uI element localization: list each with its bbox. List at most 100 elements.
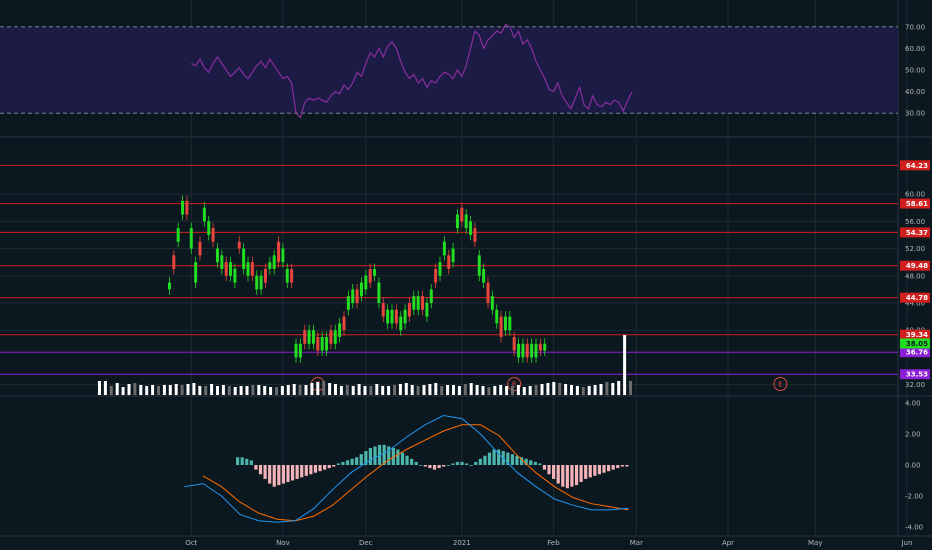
candle-body [237, 241, 241, 249]
volume-bar [286, 385, 290, 395]
volume-bar [216, 386, 219, 395]
volume-bar [404, 383, 408, 395]
candle-body [316, 337, 320, 351]
volume-bar [475, 385, 479, 395]
volume-bar [493, 386, 497, 395]
candle-body [290, 268, 294, 283]
volume-bar [151, 385, 155, 395]
price-tag-label: 64.23 [906, 162, 928, 170]
candle-body [512, 337, 516, 351]
candle-body [390, 309, 394, 324]
candle-body [359, 282, 363, 297]
volume-bar [516, 385, 520, 395]
macd-histogram-bar [593, 465, 597, 476]
candle-body [351, 289, 355, 303]
candle-body [373, 268, 377, 276]
volume-bar [522, 387, 526, 395]
rsi-tick-label: 30.00 [905, 110, 925, 118]
macd-histogram-bar [519, 457, 524, 465]
candle-body [368, 268, 372, 283]
candle-body [294, 343, 298, 358]
volume-bar [275, 387, 278, 395]
candle-body [329, 330, 333, 344]
macd-histogram-bar [561, 465, 565, 487]
candle-body [263, 268, 267, 283]
macd-histogram-bar [506, 452, 510, 465]
macd-panel [184, 414, 629, 523]
candle-body [202, 207, 206, 222]
candle-body [438, 262, 442, 276]
macd-histogram-bar [368, 447, 373, 465]
macd-histogram-bar [616, 465, 620, 469]
candle-body [442, 241, 446, 256]
macd-histogram-bar [584, 465, 588, 479]
macd-histogram-bar [597, 465, 602, 475]
candle-body [346, 296, 350, 310]
candle-body [338, 323, 342, 338]
price-tag-label: 39.34 [906, 331, 928, 339]
volume-bar [575, 386, 579, 395]
price-tick-label: 60.00 [905, 191, 925, 199]
candle-body [181, 200, 185, 215]
volume-bar [369, 386, 373, 395]
macd-histogram-bar [350, 458, 354, 465]
macd-histogram-bar [391, 447, 395, 465]
price-tag-label: 58.61 [906, 200, 928, 208]
candle-body [538, 343, 542, 351]
candle-body [189, 228, 193, 249]
macd-histogram-bar [414, 461, 418, 465]
volume-bar [316, 382, 320, 395]
time-tick-label: May [808, 539, 822, 547]
volume-panel [98, 335, 632, 395]
volume-bar [617, 381, 621, 395]
macd-histogram-bar [364, 451, 368, 465]
macd-histogram-bar [542, 465, 547, 470]
candle-body [534, 343, 538, 358]
macd-histogram-bar [602, 465, 606, 473]
time-tick-label: Jun [900, 539, 912, 547]
volume-bar [174, 384, 178, 395]
candle-body [381, 302, 385, 317]
macd-histogram-bar [254, 465, 258, 470]
volume-bar [351, 386, 355, 395]
candle-body [508, 316, 512, 331]
macd-histogram-bar [529, 460, 533, 465]
price-tick-label: 48.00 [905, 272, 925, 280]
candle-body [198, 241, 202, 256]
volume-bar [121, 387, 125, 395]
macd-histogram-bar [318, 465, 322, 472]
macd-histogram-bar [258, 465, 263, 475]
volume-bar [398, 384, 402, 395]
macd-histogram-bar [455, 461, 460, 465]
candle-body [259, 275, 263, 290]
candle-body [490, 296, 494, 310]
candle-body [277, 241, 281, 263]
macd-tick-label: 0.00 [905, 462, 921, 470]
volume-bar [127, 384, 131, 395]
volume-bar [629, 381, 632, 395]
volume-bar [457, 386, 461, 395]
macd-histogram-bar [442, 465, 446, 467]
candle-body [403, 309, 407, 324]
candle-body [495, 309, 499, 324]
price-tag-label: 36.76 [906, 349, 928, 357]
rsi-band [0, 26, 898, 114]
volume-bar [511, 386, 514, 395]
candle-body [429, 289, 433, 303]
earnings-marker [507, 377, 522, 391]
macd-histogram-bar [300, 465, 304, 478]
earnings-marker-label: E [778, 381, 782, 389]
volume-bar [599, 384, 603, 395]
candle-body [207, 221, 211, 235]
candle-body [224, 262, 228, 276]
volume-bar [103, 381, 107, 395]
macd-histogram-bar [437, 465, 441, 469]
macd-histogram-bar [538, 463, 542, 465]
macd-histogram-bar [606, 465, 611, 472]
macd-histogram-bar [295, 465, 299, 479]
macd-histogram-bar [327, 465, 331, 469]
macd-histogram-bar [552, 465, 556, 479]
candle-body [447, 255, 451, 269]
price-tick-label: 32.00 [905, 381, 925, 389]
